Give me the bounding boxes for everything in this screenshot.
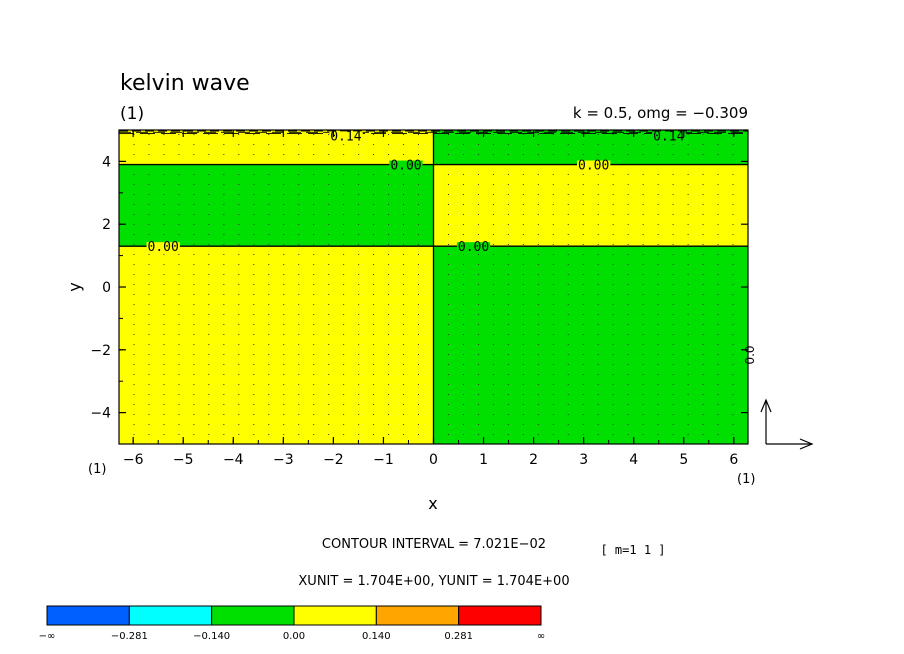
contour-interval: CONTOUR INTERVAL = 7.021E−02 bbox=[322, 537, 546, 552]
params-label: k = 0.5, omg = −0.309 bbox=[573, 104, 748, 122]
x-tick-label: 2 bbox=[529, 452, 538, 468]
contour-label: 0.00 bbox=[148, 240, 179, 255]
contour-label: 0.00 bbox=[458, 240, 489, 255]
colorbar-swatch-4 bbox=[375, 605, 460, 626]
colorbar: −∞ −0.281 −0.140 0.00 0.140 0.281 ∞ bbox=[39, 605, 545, 642]
vector-reference-arrow bbox=[760, 398, 814, 450]
x-axis-label: x bbox=[428, 494, 437, 513]
y-tick-label: 0 bbox=[102, 280, 111, 296]
x-tick-label: 5 bbox=[679, 452, 688, 468]
contour-label-background bbox=[146, 242, 180, 254]
units-label: XUNIT = 1.704E+00, YUNIT = 1.704E+00 bbox=[298, 574, 569, 589]
chart-title: kelvin wave bbox=[120, 71, 250, 96]
x-tick-label: −4 bbox=[223, 452, 244, 468]
contour-label-background bbox=[577, 160, 611, 172]
region-5 bbox=[433, 130, 748, 165]
contour-labels: 0.00 0.00 0.00 0.00 0.14 0.14 bbox=[146, 129, 686, 255]
contour-label-background bbox=[652, 131, 686, 143]
colorbar-label: 0.281 bbox=[444, 631, 473, 642]
x-tick-label: 4 bbox=[629, 452, 638, 468]
contour-label: 0.14 bbox=[330, 129, 361, 144]
contour-label: 0.00 bbox=[578, 159, 609, 174]
x-tick-label: 0 bbox=[429, 452, 438, 468]
region-2 bbox=[119, 130, 434, 165]
axis-ticks: −6 −5 −4 −3 −2 −1 0 1 2 3 4 5 6 −4 −2 0 2 4 bbox=[90, 129, 748, 468]
x-tick-label: −2 bbox=[323, 452, 344, 468]
x-tick-label: 1 bbox=[479, 452, 488, 468]
y-tick-label: −4 bbox=[90, 406, 111, 422]
region-4 bbox=[433, 164, 748, 247]
region-3 bbox=[433, 246, 748, 444]
colorbar-label: ∞ bbox=[537, 631, 545, 642]
colorbar-swatch-3 bbox=[293, 605, 377, 626]
x-tick-label: 3 bbox=[579, 452, 588, 468]
panel-label: (1) bbox=[120, 104, 144, 124]
colorbar-swatch-5 bbox=[458, 605, 542, 626]
x-axis-mark-left: (1) bbox=[88, 462, 106, 477]
y-tick-label: −2 bbox=[90, 343, 111, 359]
contour-label-background bbox=[389, 160, 423, 172]
x-tick-label: −3 bbox=[273, 452, 294, 468]
contour-label: 0.14 bbox=[653, 129, 684, 144]
mode-label: [ m=1 1 ] bbox=[600, 543, 665, 557]
y-tick-label: 2 bbox=[102, 217, 111, 233]
y-axis-label: y bbox=[65, 282, 84, 291]
colorbar-swatch-1 bbox=[128, 605, 213, 626]
y-tick-label: 4 bbox=[102, 154, 111, 170]
contour-label: 0.00 bbox=[390, 159, 421, 174]
x-tick-label: −5 bbox=[173, 452, 194, 468]
colorbar-swatch-2 bbox=[211, 605, 295, 626]
x-axis-mark-right: (1) bbox=[737, 472, 755, 487]
contour-fill bbox=[119, 130, 748, 444]
colorbar-label: 0.00 bbox=[283, 631, 305, 642]
x-tick-label: −6 bbox=[123, 452, 144, 468]
contour-label-background bbox=[329, 131, 363, 143]
colorbar-swatch-0 bbox=[46, 605, 130, 626]
x-tick-label: −1 bbox=[373, 452, 394, 468]
contour-label-background bbox=[456, 242, 491, 254]
colorbar-label: 0.140 bbox=[362, 631, 391, 642]
region-0 bbox=[119, 246, 434, 444]
colorbar-label: −0.140 bbox=[193, 631, 230, 642]
region-1 bbox=[119, 164, 434, 247]
vector-reference-label: 0.0 bbox=[743, 345, 757, 364]
x-tick-label: 6 bbox=[729, 452, 738, 468]
colorbar-label: −0.281 bbox=[111, 631, 148, 642]
colorbar-label: −∞ bbox=[39, 631, 56, 642]
